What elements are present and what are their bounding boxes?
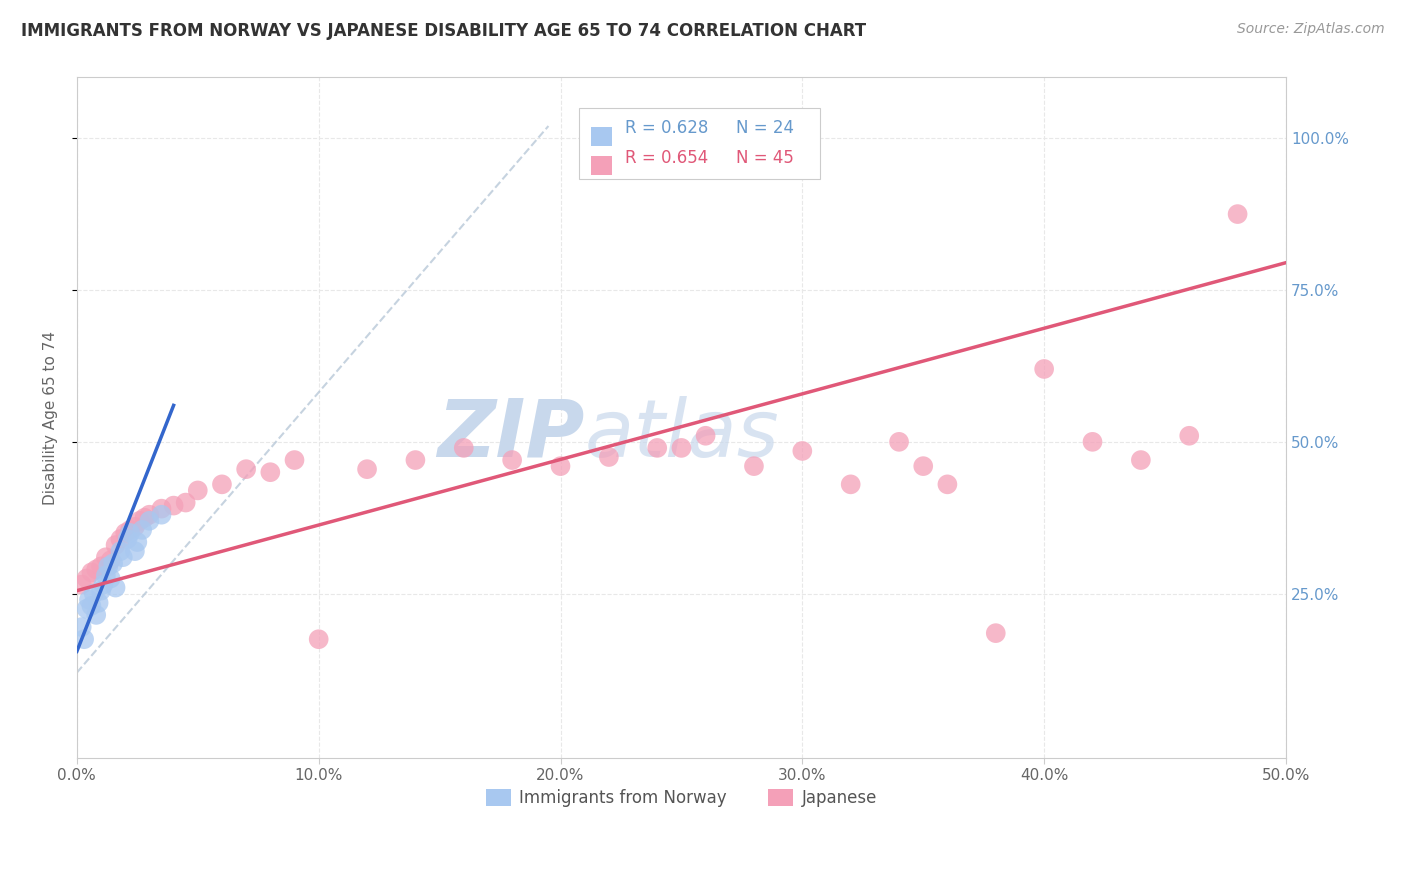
- Point: [100, 553, 122, 567]
- FancyBboxPatch shape: [591, 127, 613, 146]
- Point: [114, 525, 136, 540]
- Point: [1129, 453, 1152, 467]
- Point: [912, 459, 935, 474]
- Point: [211, 477, 233, 491]
- Point: [134, 510, 156, 524]
- Text: Source: ZipAtlas.com: Source: ZipAtlas.com: [1237, 22, 1385, 37]
- Point: [83, 587, 105, 601]
- Point: [110, 532, 132, 546]
- Point: [162, 499, 184, 513]
- Point: [77, 592, 100, 607]
- Point: [550, 459, 572, 474]
- Point: [742, 459, 765, 474]
- Point: [104, 581, 127, 595]
- Text: R = 0.628: R = 0.628: [624, 120, 709, 137]
- Text: N = 45: N = 45: [735, 149, 794, 167]
- Point: [90, 559, 112, 574]
- Point: [124, 544, 146, 558]
- Point: [235, 462, 257, 476]
- Point: [80, 599, 103, 613]
- Y-axis label: Disability Age 65 to 74: Disability Age 65 to 74: [44, 331, 58, 505]
- Point: [356, 462, 378, 476]
- Point: [124, 520, 146, 534]
- Text: R = 0.654: R = 0.654: [624, 149, 707, 167]
- Point: [76, 572, 98, 586]
- Point: [104, 538, 127, 552]
- Point: [94, 568, 117, 582]
- Point: [1081, 434, 1104, 449]
- Point: [283, 453, 305, 467]
- Point: [671, 441, 693, 455]
- Point: [80, 566, 103, 580]
- Point: [117, 532, 139, 546]
- Point: [598, 450, 620, 464]
- Point: [120, 525, 142, 540]
- Point: [111, 550, 134, 565]
- Point: [84, 607, 107, 622]
- Point: [93, 577, 115, 591]
- Text: ZIP: ZIP: [437, 395, 585, 474]
- Point: [73, 632, 96, 647]
- Point: [70, 577, 93, 591]
- Point: [936, 477, 959, 491]
- Point: [138, 508, 160, 522]
- Point: [138, 514, 160, 528]
- Point: [76, 602, 98, 616]
- Point: [70, 620, 93, 634]
- Point: [120, 523, 142, 537]
- Text: N = 24: N = 24: [735, 120, 794, 137]
- Text: IMMIGRANTS FROM NORWAY VS JAPANESE DISABILITY AGE 65 TO 74 CORRELATION CHART: IMMIGRANTS FROM NORWAY VS JAPANESE DISAB…: [21, 22, 866, 40]
- Text: atlas: atlas: [585, 395, 779, 474]
- FancyBboxPatch shape: [579, 108, 821, 179]
- Point: [695, 429, 717, 443]
- Point: [97, 559, 120, 574]
- Point: [1033, 362, 1056, 376]
- Point: [404, 453, 426, 467]
- Point: [259, 465, 281, 479]
- Point: [100, 572, 122, 586]
- Point: [1178, 429, 1201, 443]
- Point: [887, 434, 910, 449]
- Point: [110, 544, 132, 558]
- Point: [150, 508, 173, 522]
- Point: [308, 632, 330, 647]
- Point: [150, 501, 173, 516]
- Point: [101, 557, 124, 571]
- Point: [174, 495, 197, 509]
- Point: [792, 444, 814, 458]
- Point: [87, 596, 110, 610]
- Point: [187, 483, 209, 498]
- Point: [127, 535, 149, 549]
- Point: [839, 477, 862, 491]
- Point: [1226, 207, 1249, 221]
- Point: [131, 523, 153, 537]
- Point: [501, 453, 523, 467]
- Point: [645, 441, 668, 455]
- FancyBboxPatch shape: [591, 156, 613, 176]
- Point: [84, 562, 107, 576]
- Point: [128, 514, 150, 528]
- Point: [984, 626, 1007, 640]
- Point: [90, 583, 112, 598]
- Point: [94, 550, 117, 565]
- Legend: Immigrants from Norway, Japanese: Immigrants from Norway, Japanese: [479, 782, 884, 814]
- Point: [453, 441, 475, 455]
